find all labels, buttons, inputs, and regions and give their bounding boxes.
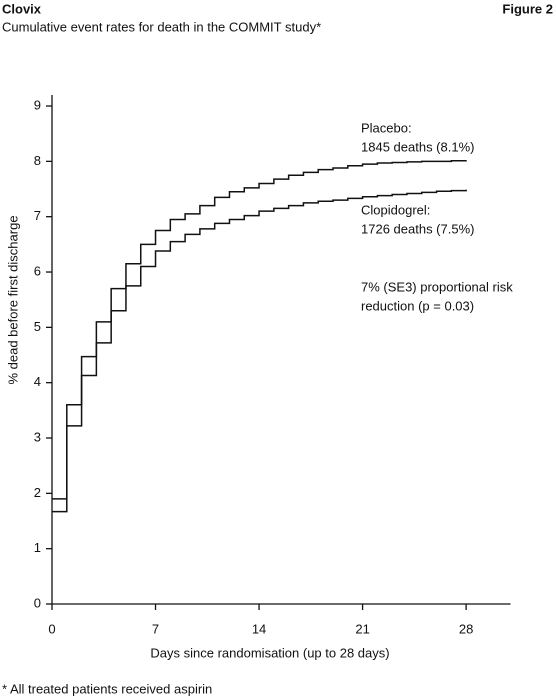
y-tick-label: 0 bbox=[34, 595, 41, 610]
y-tick-label: 2 bbox=[34, 485, 41, 500]
x-axis-label: Days since randomisation (up to 28 days) bbox=[150, 645, 389, 660]
annotation: Placebo: bbox=[361, 120, 412, 135]
x-tick-label: 28 bbox=[459, 621, 473, 636]
x-tick-label: 21 bbox=[355, 621, 369, 636]
chart-title: Cumulative event rates for death in the … bbox=[2, 19, 321, 34]
y-tick-label: 6 bbox=[34, 263, 41, 278]
annotation: 1845 deaths (8.1%) bbox=[361, 139, 474, 154]
annotation: 7% (SE3) proportional risk bbox=[361, 279, 513, 294]
brand: Clovix bbox=[2, 1, 42, 16]
y-tick-label: 5 bbox=[34, 319, 41, 334]
y-tick-label: 8 bbox=[34, 153, 41, 168]
y-tick-label: 9 bbox=[34, 97, 41, 112]
y-tick-label: 3 bbox=[34, 429, 41, 444]
y-axis-label: % dead before first discharge bbox=[5, 215, 20, 384]
y-tick-label: 4 bbox=[34, 374, 41, 389]
y-tick-label: 7 bbox=[34, 208, 41, 223]
series-line bbox=[52, 189, 467, 513]
series-line bbox=[52, 160, 467, 500]
y-tick-label: 1 bbox=[34, 540, 41, 555]
x-tick-label: 14 bbox=[252, 621, 266, 636]
annotation: reduction (p = 0.03) bbox=[361, 298, 474, 313]
figure-label: Figure 2 bbox=[502, 1, 553, 16]
x-tick-label: 7 bbox=[152, 621, 159, 636]
x-tick-label: 0 bbox=[48, 621, 55, 636]
annotation: 1726 deaths (7.5%) bbox=[361, 221, 474, 236]
annotation: Clopidogrel: bbox=[361, 202, 430, 217]
footnote: * All treated patients received aspirin bbox=[2, 681, 212, 696]
